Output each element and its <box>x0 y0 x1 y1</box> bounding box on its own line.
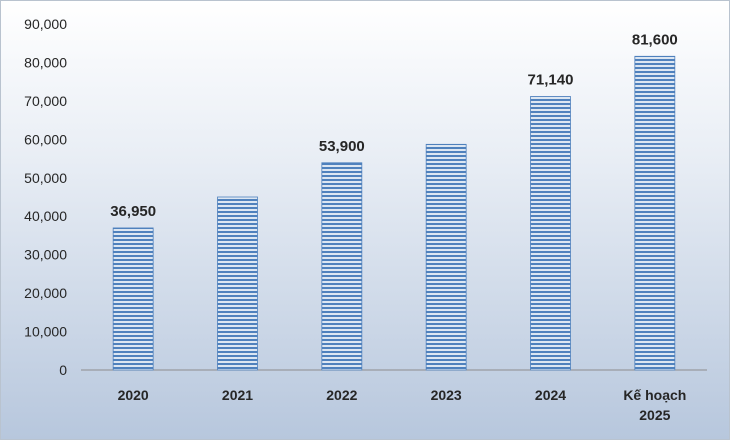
bar <box>112 227 154 371</box>
x-tick-label: 2023 <box>431 387 462 403</box>
data-label: 71,140 <box>528 72 574 89</box>
bar <box>217 196 258 371</box>
y-tick-label: 10,000 <box>24 324 67 340</box>
data-labels: 36,950 53,900 71,140 81,600 <box>110 31 678 220</box>
x-tick-label: 2022 <box>326 387 357 403</box>
y-tick-label: 50,000 <box>24 170 67 186</box>
y-tick-label: 90,000 <box>24 16 67 32</box>
x-tick-label: 2025 <box>639 407 670 423</box>
bar-series <box>112 55 676 371</box>
y-tick-label: 30,000 <box>24 247 67 263</box>
y-tick-label: 80,000 <box>24 54 67 70</box>
x-axis: 2020 2021 2022 2023 2024 Kế hoạch 2025 <box>81 369 707 423</box>
data-label: 81,600 <box>632 31 678 48</box>
bar <box>321 162 363 371</box>
bar <box>530 96 571 371</box>
y-tick-label: 20,000 <box>24 285 67 301</box>
y-axis: 0 10,000 20,000 30,000 40,000 50,000 60,000 70,… <box>24 16 67 378</box>
x-tick-label: 2021 <box>222 387 253 403</box>
y-tick-label: 60,000 <box>24 131 67 147</box>
bar <box>425 143 467 371</box>
y-tick-label: 70,000 <box>24 93 67 109</box>
x-tick-label: 2020 <box>118 387 149 403</box>
data-label: 36,950 <box>110 203 156 220</box>
y-tick-label: 0 <box>59 362 67 378</box>
data-label: 53,900 <box>319 138 365 155</box>
bar <box>634 55 676 371</box>
x-tick-label: Kế hoạch <box>623 387 686 403</box>
x-tick-label: 2024 <box>535 387 566 403</box>
y-tick-label: 40,000 <box>24 208 67 224</box>
